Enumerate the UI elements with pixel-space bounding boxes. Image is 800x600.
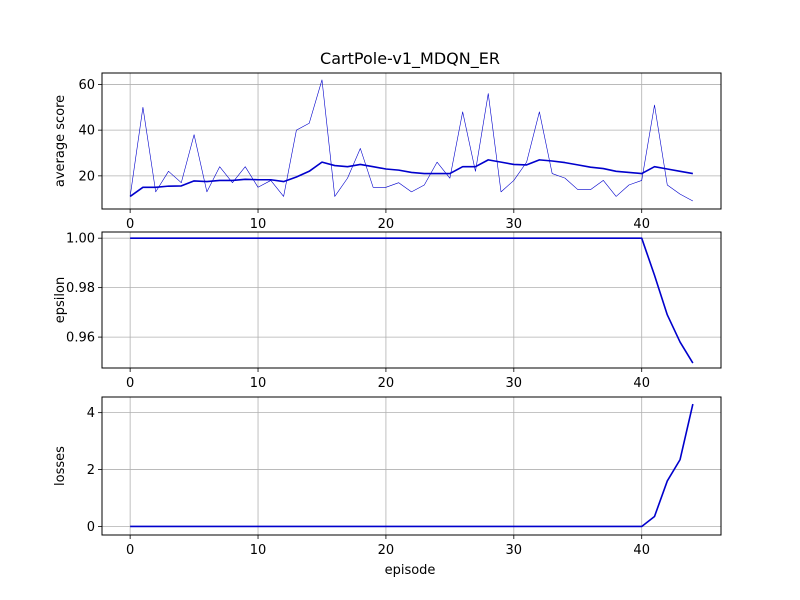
x-tick-label: 40 (633, 217, 650, 232)
series-line-1 (130, 403, 694, 528)
x-tick-label: 0 (126, 376, 134, 391)
x-tick-label: 10 (250, 543, 267, 558)
x-tick-label: 20 (378, 217, 395, 232)
subplot-3: 0 10 20 30 40 0 2 4 losses (53, 396, 722, 558)
x-tick-label: 0 (126, 217, 134, 232)
y-tick-label: 40 (78, 124, 95, 139)
y-axis-label: epsilon (53, 277, 68, 323)
y-tick-label: 4 (87, 406, 95, 421)
x-tick-label: 20 (378, 543, 395, 558)
series-line-1 (130, 237, 694, 364)
x-tick-label: 30 (506, 376, 523, 391)
axes-frame (101, 231, 722, 369)
y-tick-label: 0.96 (66, 331, 95, 346)
y-tick-label: 60 (78, 78, 95, 93)
x-axis-label: episode (385, 563, 436, 578)
axes-frame (101, 396, 722, 536)
subplot-2: 0 10 20 30 40 0.96 0.98 1.00 epsilon (53, 231, 722, 391)
x-tick-label: 10 (250, 376, 267, 391)
axes-frame (101, 72, 722, 210)
series-line-1 (129, 79, 694, 202)
y-axis-label: losses (53, 446, 68, 486)
y-tick-label: 1.00 (66, 232, 95, 247)
x-tick-label: 40 (633, 543, 650, 558)
subplot-1: 0 10 20 30 40 20 40 60 average score (53, 72, 722, 232)
y-tick-label: 0 (87, 520, 95, 535)
x-tick-label: 40 (633, 376, 650, 391)
y-tick-label: 0.98 (66, 281, 95, 296)
x-tick-label: 30 (506, 543, 523, 558)
series-line-2 (129, 159, 694, 198)
y-tick-label: 2 (87, 463, 95, 478)
chart-title: CartPole-v1_MDQN_ER (320, 49, 500, 69)
x-tick-label: 0 (126, 543, 134, 558)
y-tick-label: 20 (78, 169, 95, 184)
y-axis-label: average score (53, 95, 68, 187)
x-tick-label: 30 (506, 217, 523, 232)
x-tick-label: 10 (250, 217, 267, 232)
x-tick-label: 20 (378, 376, 395, 391)
